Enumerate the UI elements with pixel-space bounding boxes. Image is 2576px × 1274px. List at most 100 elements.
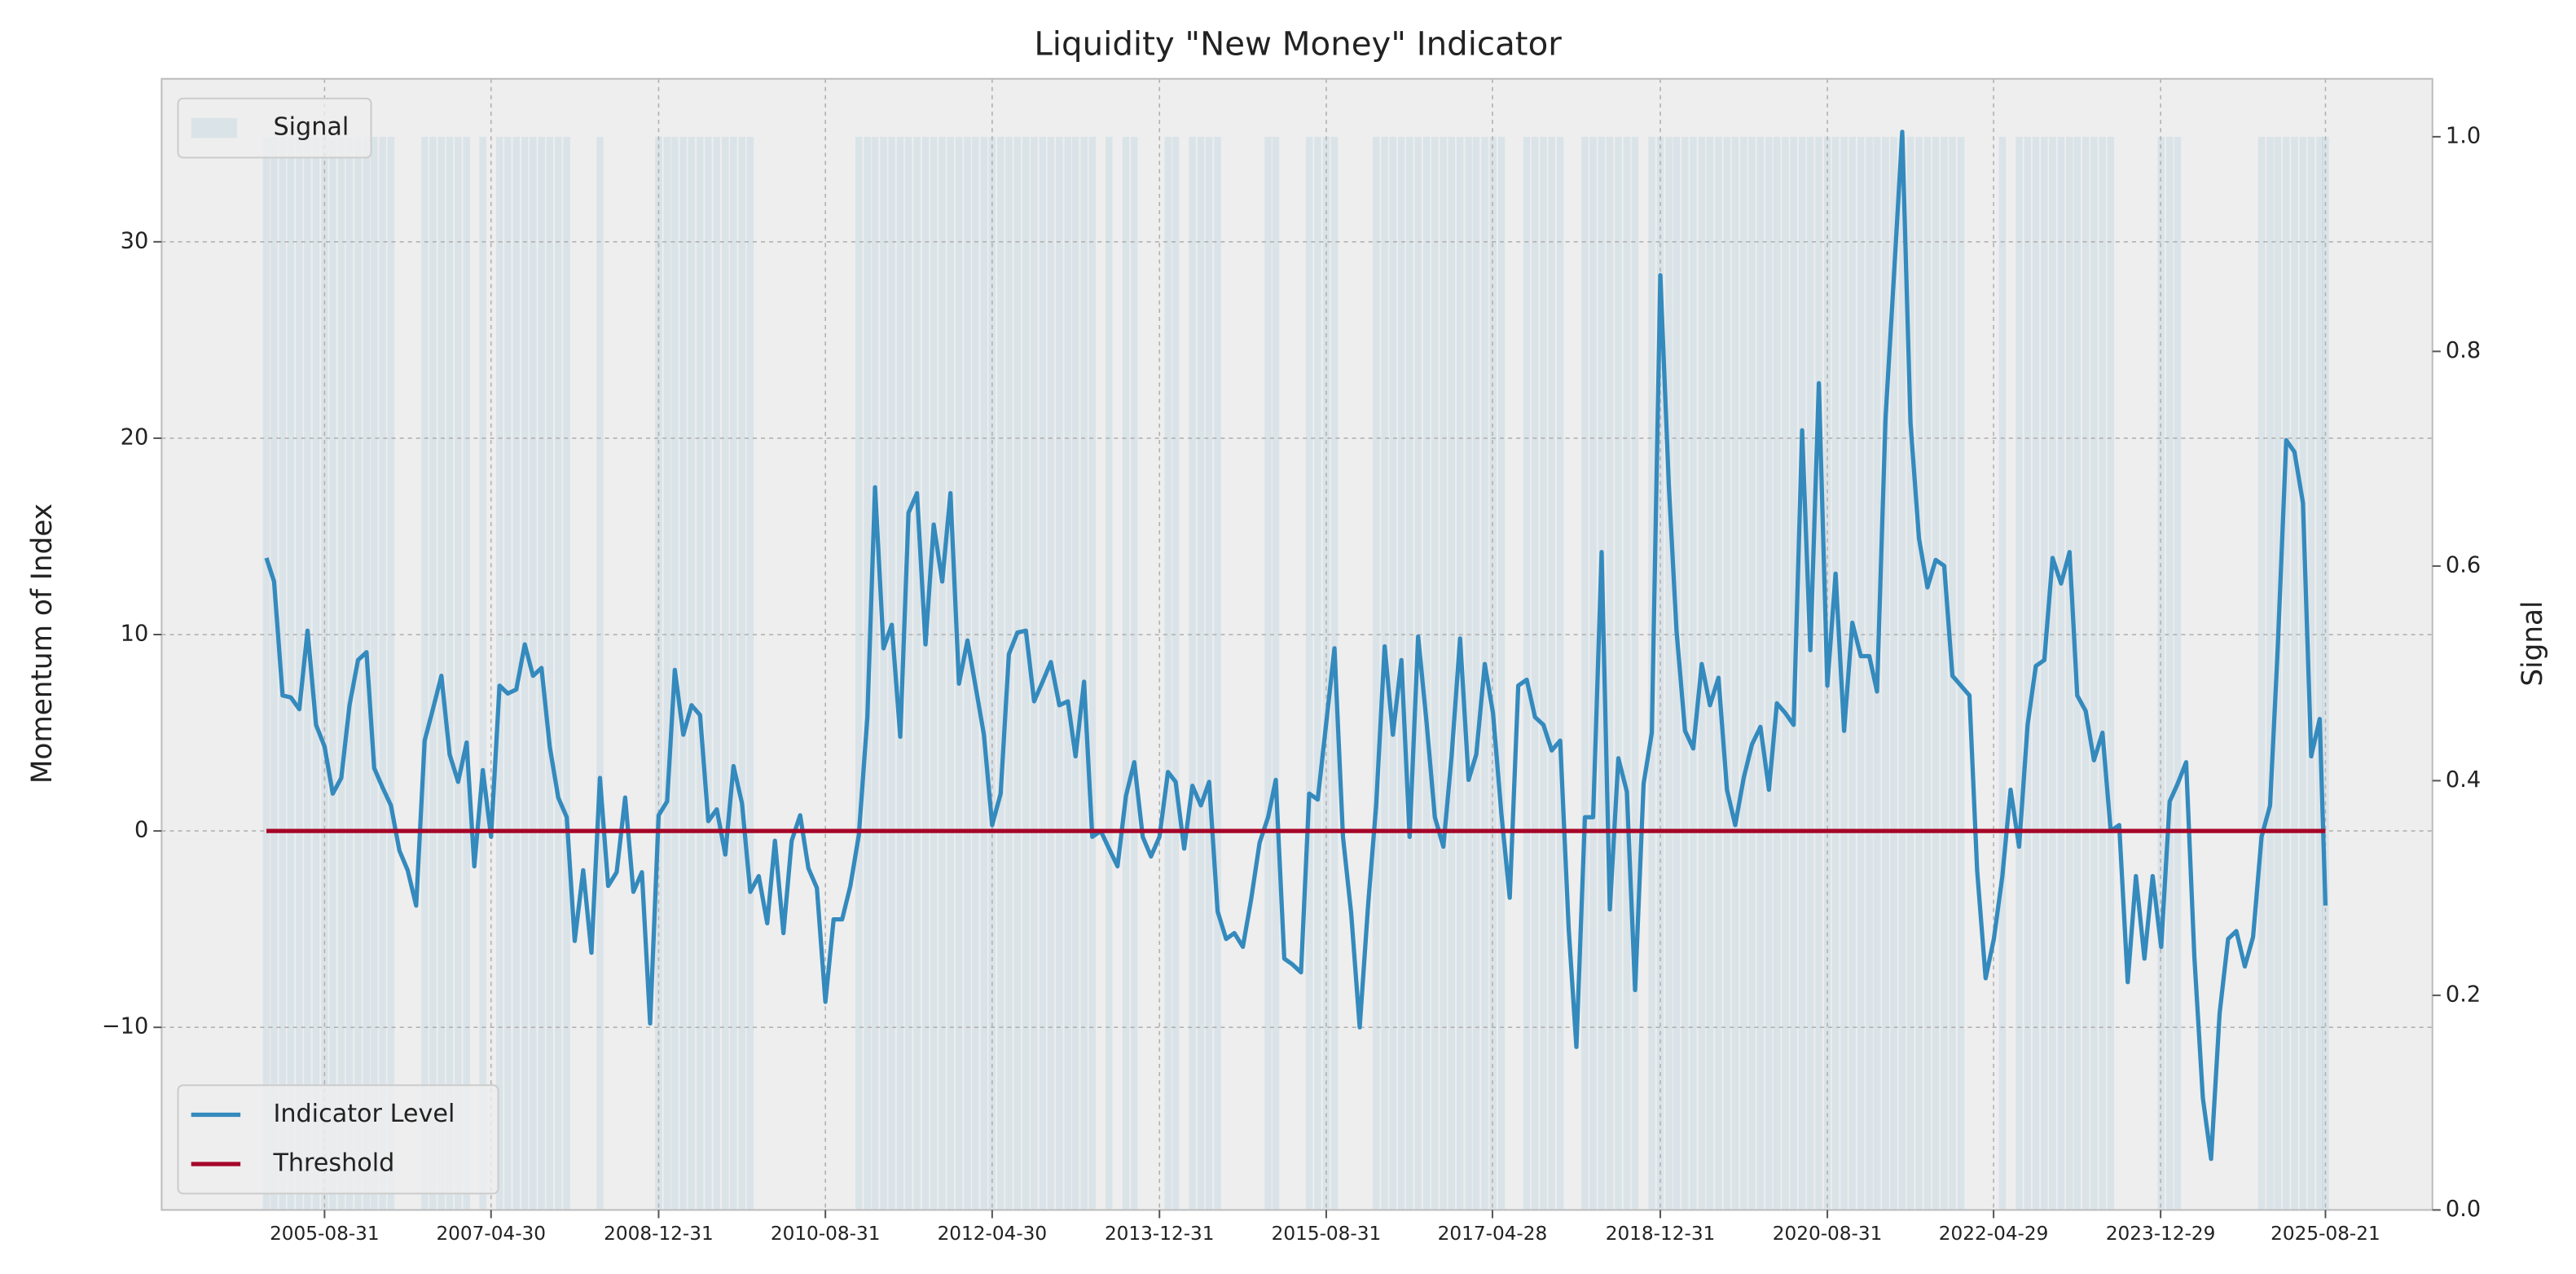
- signal-bar: [2283, 136, 2290, 1210]
- signal-bar: [1740, 136, 1747, 1210]
- y-tick-label: 20: [121, 424, 149, 450]
- signal-bar: [1773, 136, 1781, 1210]
- signal-bar: [1606, 136, 1614, 1210]
- signal-bar: [980, 136, 988, 1210]
- axes: −10 0 10 20 30 0.0 0.2 0.4 0.6 0.8 1.0 2005-08-31 20…: [102, 123, 2481, 1245]
- signal-bar: [1798, 136, 1806, 1210]
- signal-bar: [2307, 136, 2315, 1210]
- signal-bar: [705, 136, 712, 1210]
- signal-bar: [1941, 136, 1948, 1210]
- signal-bar: [1598, 136, 1606, 1210]
- signal-bar: [1915, 136, 1923, 1210]
- signal-bar: [329, 136, 336, 1210]
- signal-bar: [512, 136, 520, 1210]
- signal-bar: [2257, 136, 2266, 1210]
- signal-bar: [2266, 136, 2274, 1210]
- signal-bar: [596, 136, 604, 1210]
- signal-bar: [1840, 136, 1848, 1210]
- signal-bar: [304, 136, 311, 1210]
- legends: Signal Indicator Level Threshold: [177, 97, 499, 1195]
- signal-bar: [1039, 136, 1047, 1210]
- signal-bar: [1472, 136, 1480, 1210]
- signal-bar: [2165, 136, 2174, 1210]
- y2-tick-label: 0.0: [2446, 1197, 2481, 1222]
- signal-bar: [337, 136, 345, 1210]
- legend-label: Threshold: [272, 1149, 394, 1177]
- signal-bar: [1022, 136, 1030, 1210]
- signal-bar: [1765, 136, 1773, 1210]
- signal-bar: [930, 136, 938, 1210]
- signal-bar: [1205, 136, 1213, 1210]
- signal-bar: [1272, 136, 1280, 1210]
- chart-title: Liquidity "New Money" Indicator: [1034, 24, 1562, 63]
- signal-bar: [1706, 136, 1714, 1210]
- signal-bar: [1556, 136, 1564, 1210]
- signal-bar: [1748, 136, 1756, 1210]
- signal-bar: [1071, 136, 1079, 1210]
- x-tick-label: 2017-04-28: [1438, 1223, 1548, 1245]
- signal-bar: [270, 136, 278, 1210]
- signal-bar: [1106, 136, 1113, 1210]
- signal-bar: [1523, 136, 1531, 1210]
- signal-bar: [2316, 136, 2323, 1210]
- signal-bar: [1998, 136, 2007, 1210]
- y-tick-label: 30: [121, 228, 149, 253]
- signal-bar: [345, 136, 354, 1210]
- signal-bar: [1531, 136, 1539, 1210]
- signal-bar: [1589, 136, 1597, 1210]
- signal-bar: [421, 136, 429, 1210]
- y2-tick-label: 0.2: [2446, 982, 2481, 1007]
- signal-bar: [1448, 136, 1456, 1210]
- signal-bar: [921, 136, 930, 1210]
- signal-bar: [1857, 136, 1865, 1210]
- signal-bar: [1088, 136, 1096, 1210]
- signal-bar: [455, 136, 462, 1210]
- signal-bar: [1723, 136, 1731, 1210]
- signal-bar: [1497, 136, 1506, 1210]
- signal-bar: [1013, 136, 1022, 1210]
- signal-bar: [296, 136, 303, 1210]
- x-tick-label: 2020-08-31: [1773, 1223, 1883, 1245]
- signal-bar: [688, 136, 696, 1210]
- signal-bar: [1064, 136, 1072, 1210]
- plot-background: [161, 78, 2433, 1210]
- signal-bar: [679, 136, 688, 1210]
- x-tick-label: 2013-12-31: [1105, 1223, 1215, 1245]
- signal-bar: [1690, 136, 1697, 1210]
- x-tick-label: 2008-12-31: [604, 1223, 714, 1245]
- signal-bar: [1756, 136, 1765, 1210]
- signal-bar: [437, 136, 446, 1210]
- signal-bar: [2081, 136, 2090, 1210]
- signal-bar: [1665, 136, 1673, 1210]
- legend-box: [177, 1084, 499, 1195]
- signal-bar: [1923, 136, 1932, 1210]
- signal-bar: [722, 136, 729, 1210]
- signal-bar: [1056, 136, 1063, 1210]
- signal-bar: [1615, 136, 1622, 1210]
- signal-bar: [1957, 136, 1965, 1210]
- x-tick-label: 2025-08-21: [2270, 1223, 2380, 1245]
- y2-tick-label: 0.6: [2446, 552, 2481, 578]
- y-tick-label: 0: [134, 818, 148, 843]
- signal-bar: [1264, 136, 1272, 1210]
- signal-bar: [730, 136, 737, 1210]
- signal-bar: [1932, 136, 1940, 1210]
- signal-bar: [1782, 136, 1789, 1210]
- signal-bar: [1214, 136, 1221, 1210]
- signal-bar: [1122, 136, 1130, 1210]
- signal-bar: [2291, 136, 2298, 1210]
- signal-bar: [1581, 136, 1589, 1210]
- x-tick-label: 2007-04-30: [436, 1223, 546, 1245]
- signal-bar: [1172, 136, 1180, 1210]
- signal-bar: [888, 136, 895, 1210]
- signal-bar: [2057, 136, 2065, 1210]
- signal-bar: [2090, 136, 2098, 1210]
- signal-bar: [896, 136, 904, 1210]
- signal-bar: [1848, 136, 1856, 1210]
- signal-bar: [1815, 136, 1822, 1210]
- signal-bar: [1440, 136, 1447, 1210]
- signal-bar: [2099, 136, 2106, 1210]
- signal-bar: [738, 136, 746, 1210]
- signal-bar: [1047, 136, 1055, 1210]
